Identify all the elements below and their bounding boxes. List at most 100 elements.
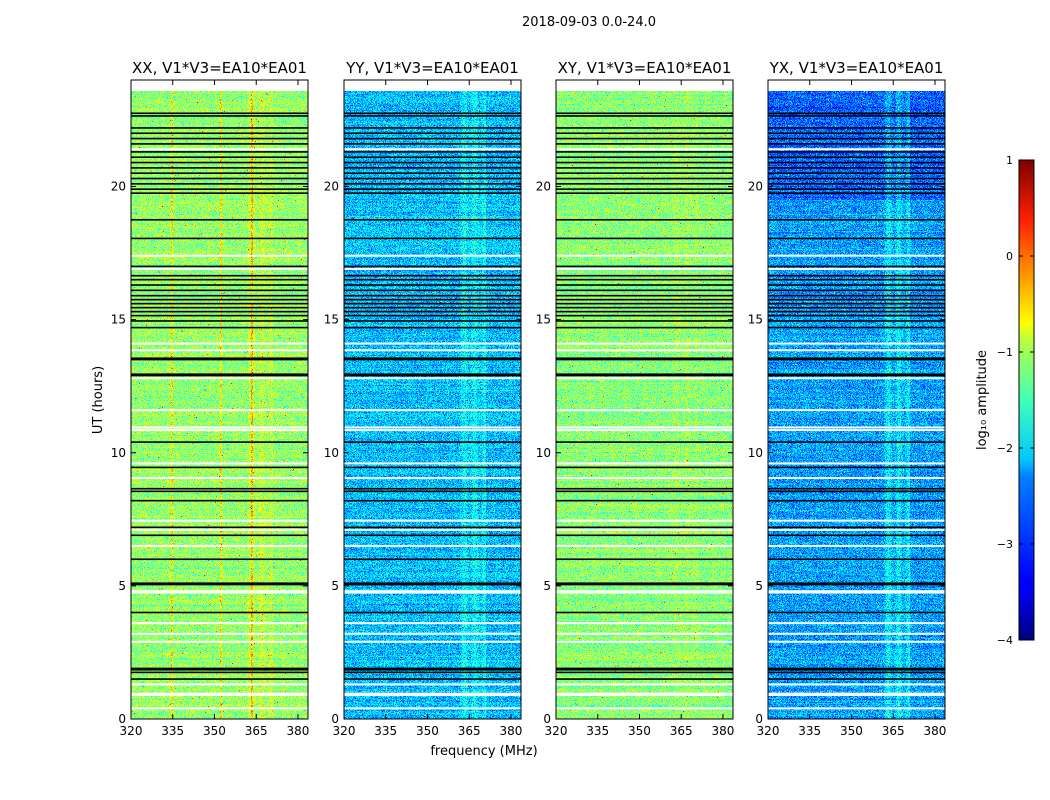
flagged-row-black [556, 534, 733, 537]
flagged-row-white [344, 409, 521, 412]
flagged-row-black [344, 678, 521, 680]
flagged-row-black [768, 177, 945, 180]
flagged-row-white [131, 694, 308, 697]
flagged-row-black [768, 526, 945, 529]
panel: YX, V1*V3=EA10*EA01 320 335 350 365 380 0 5 10 15… [748, 59, 947, 738]
flagged-row-white [131, 622, 308, 625]
x-axis-label: frequency (MHz) [430, 744, 537, 759]
flagged-row-white [556, 148, 733, 151]
flagged-row-black [556, 156, 733, 159]
flagged-row-black [344, 284, 521, 286]
flagged-row-black [768, 487, 945, 490]
flagged-row-black [131, 127, 308, 129]
flagged-row-black [768, 115, 945, 117]
flagged-row-white [344, 349, 521, 352]
panels: XX, V1*V3=EA10*EA01 320 335 350 365 380 0 5 10 15… [111, 59, 947, 738]
flagged-row-white [768, 409, 945, 412]
flagged-row-black [556, 320, 733, 322]
y-tick-label: 0 [543, 712, 551, 726]
flagged-row-black [556, 526, 733, 529]
flagged-row-black [556, 326, 733, 329]
flagged-row-black [131, 487, 308, 490]
x-tick-label: 320 [545, 724, 568, 738]
flagged-row-black [344, 274, 521, 277]
flagged-row-black [344, 289, 521, 292]
x-tick-label: 365 [245, 724, 268, 738]
y-tick-label: 5 [118, 579, 126, 593]
flagged-row-black [768, 143, 945, 145]
flagged-row-black [768, 112, 945, 115]
flagged-row-black [131, 172, 308, 174]
colorbar-tick-label: −3 [997, 538, 1013, 551]
flagged-row-black [556, 671, 733, 674]
panel: YY, V1*V3=EA10*EA01 320 335 350 365 380 0 5 10 15… [324, 59, 523, 738]
flagged-row-white [131, 519, 308, 522]
flagged-row-black [131, 302, 308, 305]
x-tick-label: 335 [161, 724, 184, 738]
flagged-row-black [768, 558, 945, 561]
y-tick-label: 20 [324, 180, 339, 194]
x-tick-label: 365 [670, 724, 693, 738]
flagged-row-black [768, 358, 945, 361]
flagged-row-black [768, 374, 945, 377]
flagged-row-black [344, 373, 521, 376]
flagged-row-black [556, 278, 733, 281]
flagged-row-black [768, 218, 945, 221]
y-axis-label: UT (hours) [91, 366, 106, 434]
flagged-row-black [556, 490, 733, 493]
flagged-row-black [556, 582, 733, 585]
flagged-row-white [556, 462, 733, 465]
flagged-row-white [344, 707, 521, 710]
flagged-row-black [131, 314, 308, 317]
flagged-row-black [131, 289, 308, 292]
y-tick-label: 5 [543, 579, 551, 593]
flagged-row-white [768, 544, 945, 547]
flagged-row-black [344, 320, 521, 322]
flagged-row-black [131, 499, 308, 502]
flagged-row-black [131, 441, 308, 443]
flagged-row-white [131, 640, 308, 643]
flagged-row-white [556, 268, 733, 271]
flagged-row-black [344, 671, 521, 674]
flagged-row-white [556, 477, 733, 480]
flagged-row-black [344, 583, 521, 586]
flagged-row-black [556, 167, 733, 169]
flagged-row-white [131, 429, 308, 432]
flagged-row-black [768, 490, 945, 493]
y-tick-label: 15 [324, 313, 339, 327]
flagged-row-white [131, 683, 308, 686]
flagged-row-white [556, 692, 733, 695]
flagged-row-black [131, 582, 308, 585]
flagged-row-black [131, 177, 308, 180]
flagged-row-white [556, 640, 733, 643]
flagged-row-black [556, 115, 733, 117]
flagged-row-black [131, 192, 308, 194]
flagged-row-black [131, 265, 308, 268]
flagged-row-black [556, 487, 733, 490]
flagged-row-black [131, 137, 308, 140]
colorbar-tick-label: 1 [1006, 154, 1013, 167]
y-tick-label: 0 [118, 712, 126, 726]
flagged-row-black [131, 132, 308, 135]
y-tick-label: 0 [755, 712, 763, 726]
flagged-row-white [556, 528, 733, 531]
flagged-row-black [344, 302, 521, 305]
flagged-row-white [344, 519, 521, 522]
flagged-row-white [556, 349, 733, 352]
flagged-row-black [556, 558, 733, 561]
flagged-row-black [768, 668, 945, 671]
flagged-row-black [556, 374, 733, 377]
flagged-row-black [556, 237, 733, 240]
flagged-row-white [556, 683, 733, 686]
flagged-row-black [131, 678, 308, 680]
flagged-row-black [131, 294, 308, 297]
flagged-row-black [131, 284, 308, 286]
panel-frame [767, 79, 946, 720]
flagged-row-white [768, 462, 945, 465]
flagged-row-black [344, 582, 521, 585]
flagged-row-white [556, 429, 733, 432]
flagged-row-white [344, 477, 521, 480]
flagged-row-black [556, 183, 733, 185]
flagged-row-white [131, 268, 308, 271]
flagged-row-black [768, 357, 945, 360]
